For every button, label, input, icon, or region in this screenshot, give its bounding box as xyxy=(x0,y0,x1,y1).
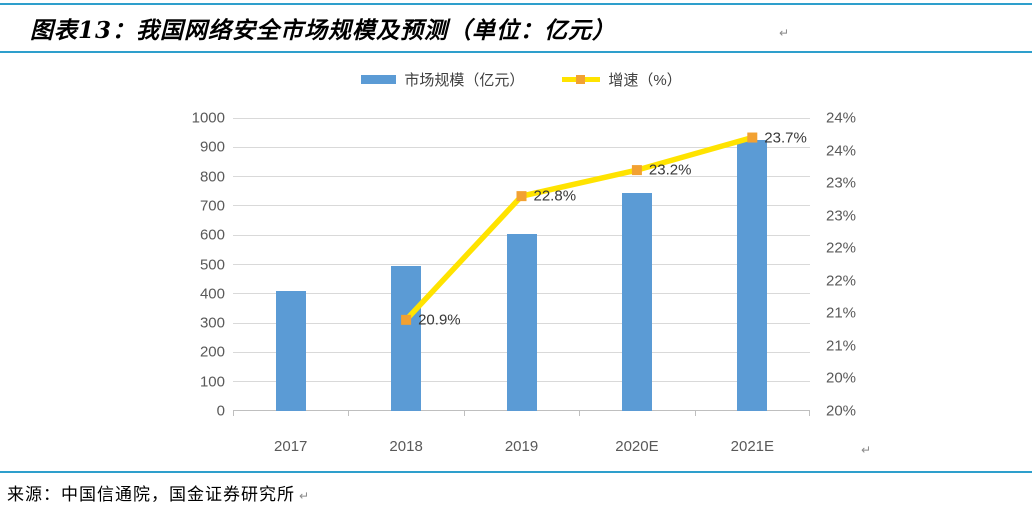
bar-2020E xyxy=(621,192,652,411)
bar-2017 xyxy=(275,290,306,411)
source-text: 来源：中国信通院，国金证券研究所 xyxy=(7,485,295,505)
gridline xyxy=(233,205,810,207)
secondary-y-axis-label: 22% xyxy=(826,272,857,290)
secondary-y-axis-label: 21% xyxy=(826,304,857,322)
data-label-2021E: 23.7% xyxy=(764,129,807,147)
right-y-axis: 20% 20% 21% 21% 22% 22% 23% 23% 24% 24% xyxy=(826,110,886,420)
secondary-y-axis-label: 23% xyxy=(826,207,857,225)
y-axis-label: 1000 xyxy=(191,109,225,127)
line-marker-2020E xyxy=(631,165,642,176)
x-axis-label-2017: 2017 xyxy=(274,438,308,455)
source-note: 来源：中国信通院，国金证券研究所 ↵ xyxy=(7,480,310,505)
gridline xyxy=(233,176,810,178)
secondary-y-axis-label: 24% xyxy=(826,109,857,127)
secondary-y-axis-label: 24% xyxy=(826,142,857,160)
y-axis-label: 500 xyxy=(199,256,225,273)
chart-end-paragraph-mark-icon: ↵ xyxy=(861,443,872,457)
bar-2021E xyxy=(737,139,768,411)
y-axis-label: 600 xyxy=(199,226,225,244)
data-label-2018: 20.9% xyxy=(418,311,461,329)
paragraph-mark-icon: ↵ xyxy=(779,26,790,40)
line-series-swatch-icon xyxy=(562,74,601,84)
y-axis-label: 0 xyxy=(216,402,225,420)
y-axis-label: 700 xyxy=(199,197,225,215)
x-axis-tick xyxy=(233,411,234,416)
x-axis-label-2018: 2018 xyxy=(389,438,423,455)
y-axis-label: 800 xyxy=(199,168,225,186)
data-label-2019: 22.8% xyxy=(533,187,577,205)
growth-line xyxy=(404,134,754,322)
y-axis-label: 100 xyxy=(199,373,225,391)
bar-2018 xyxy=(391,265,422,411)
line-marker-2018 xyxy=(401,314,412,325)
legend-item-growth: 增速（%） xyxy=(562,69,682,90)
source-paragraph-mark-icon: ↵ xyxy=(299,489,311,503)
x-axis-tick xyxy=(463,411,465,416)
gridline xyxy=(233,146,810,148)
x-axis: 2017 2018 2019 2020E 2021E xyxy=(233,438,810,455)
left-y-axis: 0 100 200 300 400 500 600 700 800 900 1000 xyxy=(140,110,225,420)
line-marker-swatch-icon xyxy=(576,74,586,84)
secondary-y-axis-label: 22% xyxy=(826,239,857,257)
data-label-2020E: 23.2% xyxy=(648,161,692,179)
plot-area: 20.9% 22.8% 23.2% 23.7% xyxy=(233,117,810,416)
gridline xyxy=(233,117,810,119)
legend-label-market-size: 市场规模（亿元） xyxy=(404,71,525,89)
line-marker-2019 xyxy=(516,191,527,202)
secondary-y-axis-label: 23% xyxy=(826,174,857,192)
x-axis-tick xyxy=(579,411,581,416)
legend-item-market-size: 市场规模（亿元） xyxy=(361,69,524,90)
y-axis-label: 400 xyxy=(199,285,225,303)
top-border-rule xyxy=(0,3,1032,5)
y-axis-label: 900 xyxy=(199,138,225,156)
bar-2019 xyxy=(506,233,537,411)
secondary-y-axis-label: 20% xyxy=(826,369,857,387)
line-marker-2021E xyxy=(747,132,758,143)
secondary-y-axis-label: 21% xyxy=(826,337,857,355)
x-axis-tick xyxy=(694,411,696,416)
x-axis-label-2021E: 2021E xyxy=(730,438,775,455)
y-axis-label: 200 xyxy=(199,343,225,361)
title-underline-rule xyxy=(0,51,1032,53)
chart-legend: 市场规模（亿元） 增速（%） xyxy=(233,68,810,90)
y-axis-label: 300 xyxy=(199,314,225,332)
bottom-border-rule xyxy=(0,471,1032,473)
x-axis-tick xyxy=(809,411,810,416)
x-axis-label-2020E: 2020E xyxy=(615,438,659,455)
legend-label-growth: 增速（%） xyxy=(608,71,682,89)
x-axis-tick xyxy=(348,411,350,416)
figure-title: 图表13：我国网络安全市场规模及预测（单位：亿元） xyxy=(30,17,617,44)
bar-series-swatch-icon xyxy=(361,74,397,84)
x-axis-label-2019: 2019 xyxy=(504,438,539,455)
growth-line-series xyxy=(401,132,758,325)
secondary-y-axis-label: 20% xyxy=(826,402,857,420)
